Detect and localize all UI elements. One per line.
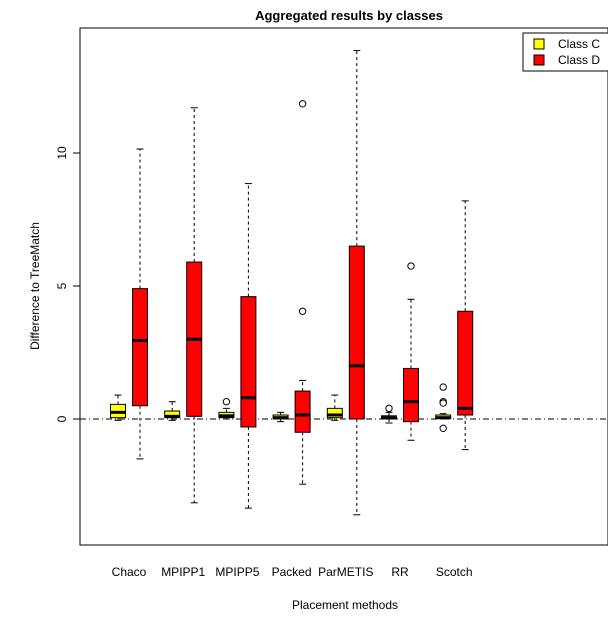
outlier-point: [439, 424, 447, 433]
y-tick-label-10: 10: [55, 146, 69, 160]
legend-swatch-c: [533, 38, 545, 50]
y-tick-label-5: 5: [55, 282, 69, 289]
outlier-point: [298, 100, 307, 108]
outlier-point: [385, 404, 393, 413]
chart-title: Aggregated results by classes: [255, 8, 443, 23]
outlier-point: [407, 262, 415, 270]
legend-label-c: Class C: [558, 37, 600, 51]
box-packed-d: [294, 100, 311, 485]
x-tick-label-rr: RR: [391, 565, 409, 579]
box-mpipp1-c: [164, 401, 181, 421]
box-parmetis-d: [348, 50, 365, 516]
legend-label-d: Class D: [558, 53, 600, 67]
series-class-d: [132, 50, 474, 516]
box-packed-c: [272, 411, 289, 423]
box-body: [403, 367, 419, 423]
box-chaco-d: [132, 148, 148, 460]
series-class-c: [110, 383, 452, 433]
box-rr-c: [381, 404, 397, 424]
outlier-point: [439, 383, 447, 391]
legend-swatch-d: [533, 54, 545, 66]
x-tick-label-mpipp1: MPIPP1: [161, 565, 205, 579]
box-scotch-d: [457, 200, 474, 451]
legend: Class C Class D: [522, 32, 608, 72]
box-body: [457, 310, 474, 416]
box-body: [294, 390, 311, 433]
outlier-point: [222, 398, 231, 406]
box-mpipp5-c: [218, 398, 235, 420]
box-mpipp1-d: [186, 107, 203, 504]
box-parmetis-c: [326, 394, 343, 421]
box-mpipp5-d: [240, 183, 257, 509]
box-body: [326, 407, 343, 419]
box-body: [348, 245, 365, 420]
x-tick-label-mpipp5: MPIPP5: [215, 565, 259, 579]
x-tick-label-chaco: Chaco: [112, 565, 147, 579]
outlier-point: [439, 399, 447, 407]
x-axis-label: Placement methods: [292, 598, 398, 612]
x-tick-label-packed: Packed: [272, 565, 312, 579]
x-tick-label-parmetis: ParMETIS: [318, 565, 373, 579]
outlier-point: [298, 307, 307, 315]
box-rr-d: [403, 262, 419, 441]
box-scotch-c: [435, 383, 452, 433]
y-axis-label: Difference to TreeMatch: [28, 222, 42, 350]
box-chaco-c: [110, 394, 126, 421]
plot-frame: [79, 27, 608, 546]
x-tick-label-scotch: Scotch: [436, 565, 473, 579]
box-body: [240, 296, 257, 428]
y-tick-label-0: 0: [55, 415, 69, 422]
box-body: [132, 288, 148, 407]
